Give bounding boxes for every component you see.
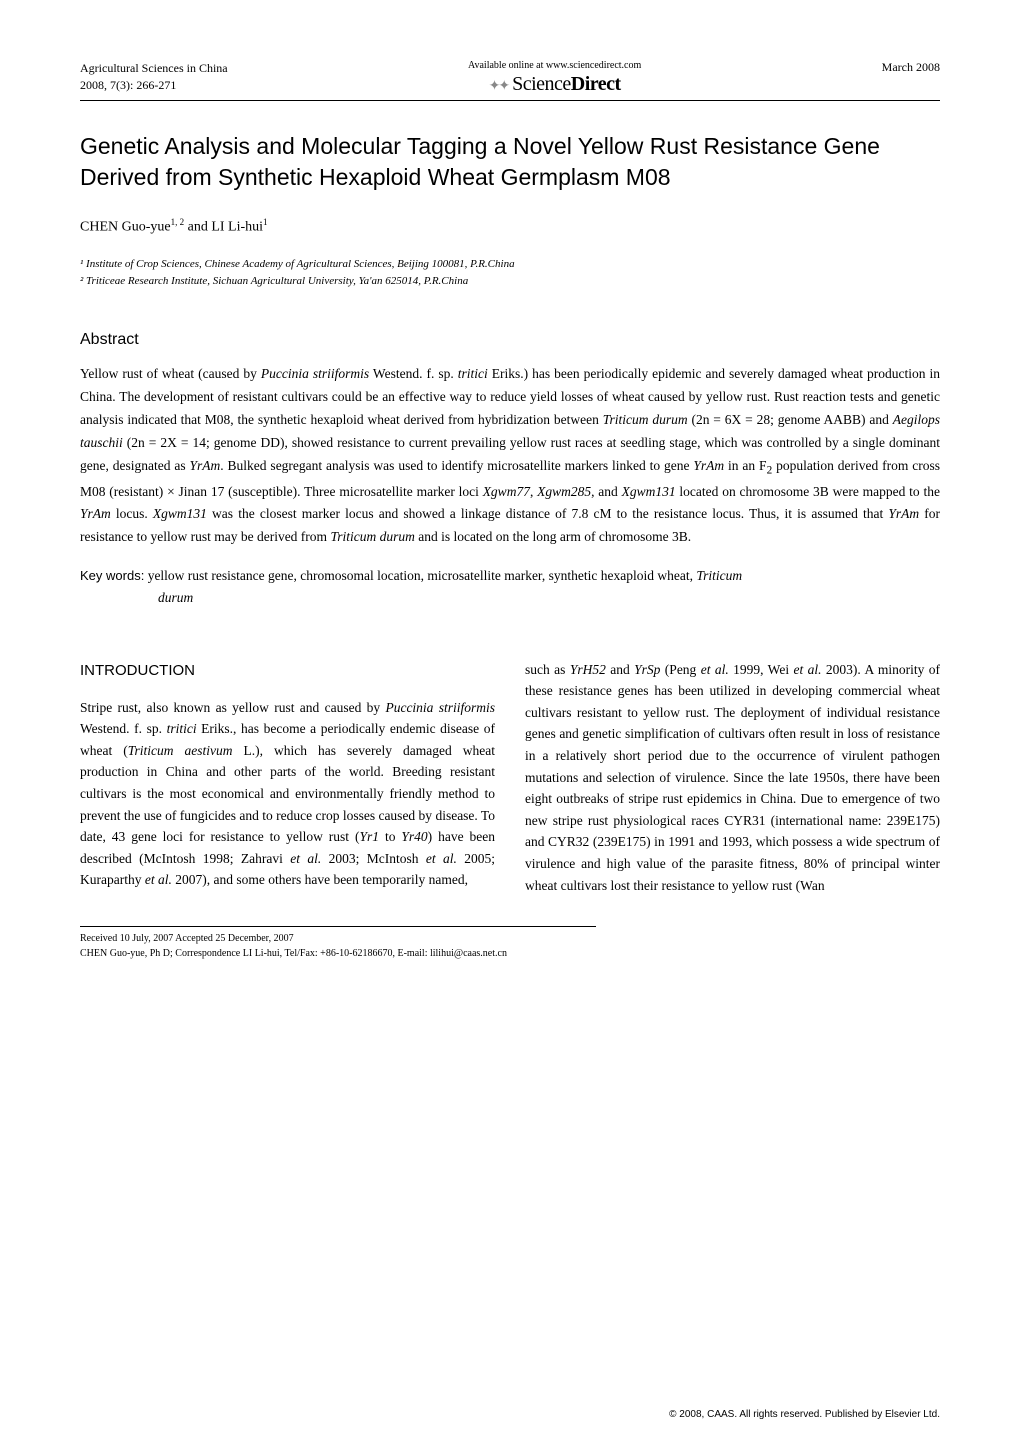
intro-column-right: such as YrH52 and YrSp (Peng et al. 1999… [525, 659, 940, 897]
abstract-heading: Abstract [80, 331, 940, 349]
abstract-body: Yellow rust of wheat (caused by Puccinia… [80, 363, 940, 549]
correspondence: CHEN Guo-yue, Ph D; Correspondence LI Li… [80, 946, 596, 961]
intro-text-right: such as YrH52 and YrSp (Peng et al. 1999… [525, 659, 940, 897]
sciencedirect-icon: ✦✦ [489, 78, 508, 95]
received-date: Received 10 July, 2007 Accepted 25 Decem… [80, 931, 596, 946]
sciencedirect-logo: ✦✦ScienceDirect [228, 73, 882, 96]
affiliations: ¹ Institute of Crop Sciences, Chinese Ac… [80, 256, 940, 291]
affiliation-1: ¹ Institute of Crop Sciences, Chinese Ac… [80, 256, 940, 274]
page-header: Agricultural Sciences in China 2008, 7(3… [80, 60, 940, 101]
issue-date: March 2008 [882, 60, 940, 75]
intro-column-left: INTRODUCTION Stripe rust, also known as … [80, 659, 495, 897]
article-title: Genetic Analysis and Molecular Tagging a… [80, 131, 940, 193]
journal-name: Agricultural Sciences in China [80, 60, 228, 77]
journal-info: Agricultural Sciences in China 2008, 7(3… [80, 60, 228, 94]
sciencedirect-block: Available online at www.sciencedirect.co… [228, 60, 882, 96]
keywords-text: yellow rust resistance gene, chromosomal… [148, 568, 742, 583]
introduction-section: INTRODUCTION Stripe rust, also known as … [80, 659, 940, 897]
copyright-notice: © 2008, CAAS. All rights reserved. Publi… [669, 1409, 940, 1420]
article-footer: Received 10 July, 2007 Accepted 25 Decem… [80, 926, 596, 961]
keywords-label: Key words: [80, 568, 144, 583]
introduction-heading: INTRODUCTION [80, 659, 495, 683]
keywords-indent: durum [80, 587, 940, 609]
available-online-text: Available online at www.sciencedirect.co… [228, 60, 882, 71]
keywords: Key words: yellow rust resistance gene, … [80, 565, 940, 608]
authors: CHEN Guo-yue1, 2 and LI Li-hui1 [80, 217, 940, 236]
journal-issue: 2008, 7(3): 266-271 [80, 77, 228, 94]
intro-text-left: Stripe rust, also known as yellow rust a… [80, 697, 495, 891]
affiliation-2: ² Triticeae Research Institute, Sichuan … [80, 273, 940, 291]
